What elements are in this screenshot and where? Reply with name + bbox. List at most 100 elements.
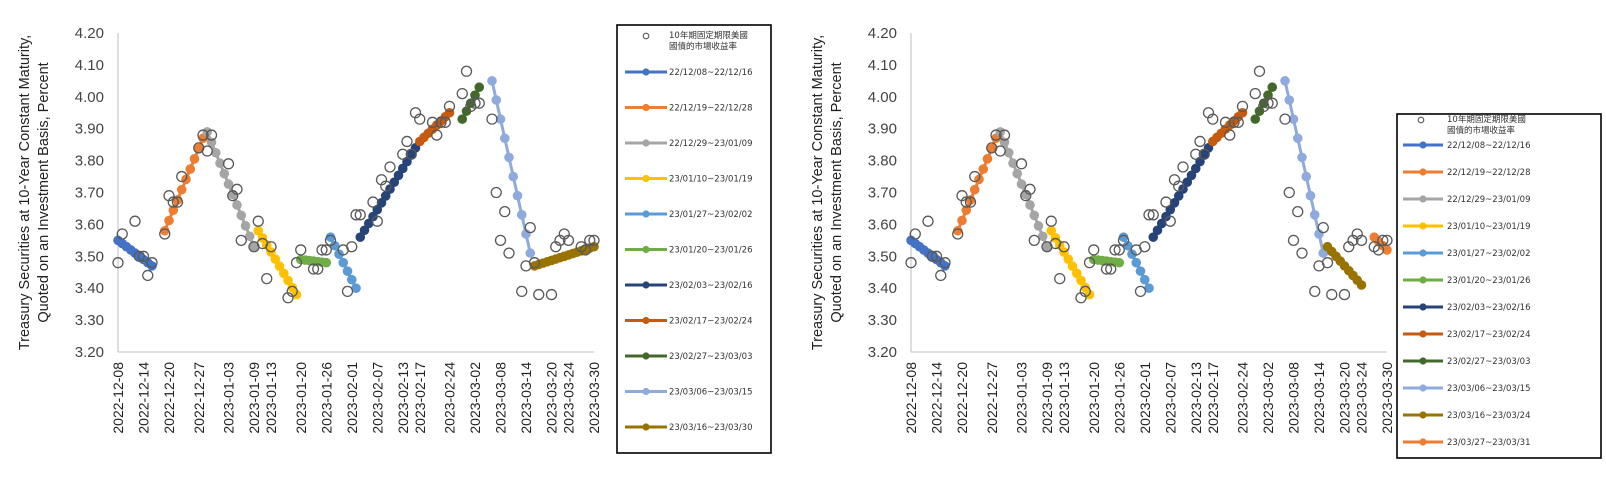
scatter-point bbox=[1279, 113, 1291, 125]
scatter-point bbox=[528, 257, 541, 269]
scatter-point bbox=[1198, 148, 1210, 160]
legend-swatch-marker bbox=[1419, 195, 1427, 203]
scatter-point bbox=[1317, 221, 1329, 234]
scatter-point bbox=[439, 116, 451, 128]
scatter-point bbox=[930, 250, 943, 262]
x-tick-label: 2023-03-20 bbox=[1337, 362, 1353, 434]
scatter-point bbox=[1262, 97, 1274, 109]
series-point bbox=[1033, 221, 1044, 231]
x-tick-label: 2023-01-26 bbox=[318, 362, 334, 434]
scatter-point bbox=[1105, 263, 1117, 275]
legend-label: 22/12/19~22/12/28 bbox=[1447, 168, 1530, 178]
scatter-point bbox=[341, 285, 354, 298]
scatter-point bbox=[1160, 196, 1172, 208]
series-point bbox=[334, 249, 344, 259]
scatter-point bbox=[960, 196, 972, 208]
series-line bbox=[163, 137, 205, 232]
series-point bbox=[1114, 257, 1125, 268]
legend-swatch-marker bbox=[1419, 303, 1427, 311]
series-point bbox=[176, 184, 187, 195]
scatter-point bbox=[516, 285, 528, 298]
scatter-point bbox=[1083, 257, 1096, 269]
series-point bbox=[342, 266, 353, 276]
y-tick-label: 3.20 bbox=[868, 344, 897, 361]
scatter-point bbox=[909, 228, 921, 240]
x-tick-label: 2022-12-27 bbox=[191, 362, 207, 434]
series-point bbox=[389, 177, 400, 187]
scatter-point bbox=[371, 215, 383, 227]
x-tick-label: 2023-02-13 bbox=[395, 362, 411, 434]
series-point bbox=[1071, 268, 1082, 279]
legend-swatch-marker bbox=[1419, 384, 1427, 392]
legend-label: 22/12/29~23/01/09 bbox=[1447, 195, 1530, 205]
scatter-point bbox=[443, 100, 456, 113]
scatter-point bbox=[324, 234, 337, 247]
y-tick-label: 3.50 bbox=[868, 248, 897, 265]
scatter-point bbox=[1173, 180, 1185, 192]
legend-swatch-marker bbox=[1419, 330, 1427, 338]
x-tick-label: 2023-01-13 bbox=[1056, 362, 1072, 434]
scatter-point bbox=[222, 158, 235, 170]
series-point bbox=[504, 152, 514, 163]
series-point bbox=[359, 225, 370, 236]
scatter-point bbox=[1355, 234, 1368, 247]
series-point bbox=[278, 268, 289, 279]
y-axis-label-line: Treasury Securities at 10-Year Constant … bbox=[810, 35, 826, 350]
scatter-point bbox=[969, 170, 981, 183]
legend-swatch-marker bbox=[642, 139, 650, 147]
legend-label-scatter: 10年期固定期限美國國債的市場收益率 bbox=[669, 30, 748, 52]
series-point bbox=[1127, 249, 1137, 259]
series-point bbox=[457, 114, 468, 124]
y-tick-label: 3.90 bbox=[868, 121, 897, 138]
scatter-point bbox=[584, 234, 596, 247]
scatter-point bbox=[998, 129, 1011, 141]
y-tick-label: 3.90 bbox=[75, 121, 104, 138]
scatter-point bbox=[1309, 285, 1321, 298]
scatter-point bbox=[964, 196, 977, 208]
x-tick-label: 2022-12-27 bbox=[984, 362, 1000, 434]
legend-label-scatter-line: 國債的市場收益率 bbox=[1447, 125, 1516, 136]
series-point bbox=[1067, 261, 1078, 272]
scatter-point bbox=[171, 196, 184, 208]
scatter-point bbox=[346, 241, 358, 253]
scatter-point bbox=[1134, 285, 1147, 298]
x-tick-label: 2023-01-03 bbox=[221, 362, 237, 434]
y-tick-label: 3.60 bbox=[868, 216, 897, 233]
scatter-point bbox=[1321, 257, 1334, 269]
y-tick-label: 3.40 bbox=[868, 280, 897, 297]
scatter-point bbox=[1054, 272, 1066, 285]
scatter-point bbox=[350, 209, 362, 221]
legend-label: 23/02/03~23/02/16 bbox=[1447, 303, 1530, 313]
scatter-point bbox=[354, 209, 366, 221]
scatter-point bbox=[380, 180, 392, 192]
scatter-point bbox=[1338, 288, 1351, 301]
legend-swatch-marker bbox=[1419, 168, 1427, 176]
y-axis-label: Treasury Securities at 10-Year Constant … bbox=[17, 35, 52, 350]
scatter-point bbox=[320, 244, 332, 256]
series-point bbox=[346, 274, 357, 285]
y-tick-label: 3.50 bbox=[75, 248, 104, 265]
series-point bbox=[474, 82, 485, 93]
scatter-point bbox=[1377, 234, 1389, 247]
y-tick-label: 4.00 bbox=[868, 89, 897, 106]
legend-swatch-marker bbox=[1419, 222, 1427, 230]
scatter-point bbox=[414, 113, 426, 125]
legend-label: 22/12/29~23/01/09 bbox=[669, 139, 752, 149]
series-point bbox=[1008, 158, 1018, 169]
legend-swatch-marker bbox=[1419, 141, 1427, 149]
x-tick-label: 2023-01-20 bbox=[293, 362, 309, 434]
scatter-point bbox=[167, 196, 179, 208]
series-point bbox=[1131, 257, 1142, 268]
y-tick-label: 4.00 bbox=[75, 89, 104, 106]
series-point bbox=[257, 233, 268, 243]
scatter-point bbox=[133, 250, 145, 262]
x-tick-label: 2022-12-14 bbox=[929, 362, 945, 434]
legend-swatch-marker bbox=[642, 103, 650, 112]
x-tick-label: 2023-03-20 bbox=[544, 362, 560, 434]
scatter-point bbox=[579, 244, 592, 256]
y-axis-label: Treasury Securities at 10-Year Constant … bbox=[810, 35, 845, 350]
scatter-point bbox=[1266, 97, 1278, 109]
legend-label: 23/01/10~23/01/19 bbox=[1447, 222, 1530, 232]
scatter-point bbox=[1028, 234, 1040, 247]
series-point bbox=[244, 231, 255, 242]
